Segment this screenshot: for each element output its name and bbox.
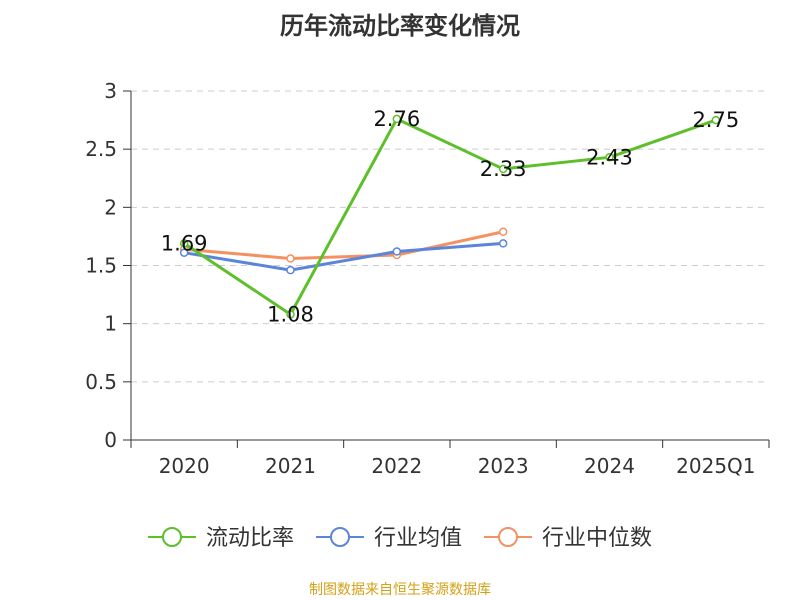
series-line [183,241,504,272]
x-tick-label: 2024 [584,454,635,478]
x-tick-label: 2021 [265,454,316,478]
legend-item[interactable]: 行业中位数 [484,526,652,551]
data-label: 1.69 [161,231,208,255]
data-point [498,164,508,174]
data-point [605,153,614,162]
series-lines [179,114,721,319]
data-point [179,239,189,248]
x-tick-label: 2025Q1 [676,454,755,478]
data-label: 2.43 [586,145,633,169]
series-line [183,117,717,316]
legend-marker-icon [162,527,182,547]
chart-title: 历年流动比率变化情况 [280,12,520,40]
data-point [711,115,721,125]
data-point [179,248,189,257]
data-label: 2.75 [692,108,739,132]
legend-label: 行业均值 [374,526,462,551]
y-tick-label: 3 [104,79,117,103]
data-point [392,247,402,256]
axes: 0 0.5 1 1.5 2 2.5 3 2020 2021 2022 2023 2024 2025Q1 [85,79,770,478]
series-line [184,230,504,261]
legend: 流动比率 行业均值 行业中位数 [148,526,652,551]
data-labels: 1.69 1.08 2.76 2.33 2.43 2.75 [161,107,739,326]
legend-label: 流动比率 [206,526,294,551]
data-point [286,310,295,319]
legend-marker-icon [330,527,350,547]
data-point [392,114,402,124]
legend-item[interactable]: 行业均值 [316,526,462,551]
data-point [498,239,508,248]
data-label: 2.76 [373,107,420,131]
legend-item[interactable]: 流动比率 [148,526,294,551]
data-label: 2.33 [480,157,527,181]
data-point [286,254,295,263]
legend-marker-icon [498,527,518,547]
x-tick-label: 2022 [371,454,422,478]
y-tick-label: 1.5 [85,254,117,278]
data-label: 1.08 [267,302,314,326]
x-tick-label: 2023 [478,454,529,478]
x-tick-label: 2020 [159,454,210,478]
y-tick-label: 0 [104,428,117,452]
y-tick-label: 1 [104,312,117,336]
y-tick-label: 2.5 [85,137,117,161]
source-note: 制图数据来自恒生聚源数据库 [309,582,491,598]
y-tick-label: 0.5 [85,370,117,394]
legend-label: 行业中位数 [542,526,652,551]
data-point [498,227,508,237]
grid-lines [131,90,769,383]
data-point [286,265,295,275]
y-tick-label: 2 [104,195,117,219]
